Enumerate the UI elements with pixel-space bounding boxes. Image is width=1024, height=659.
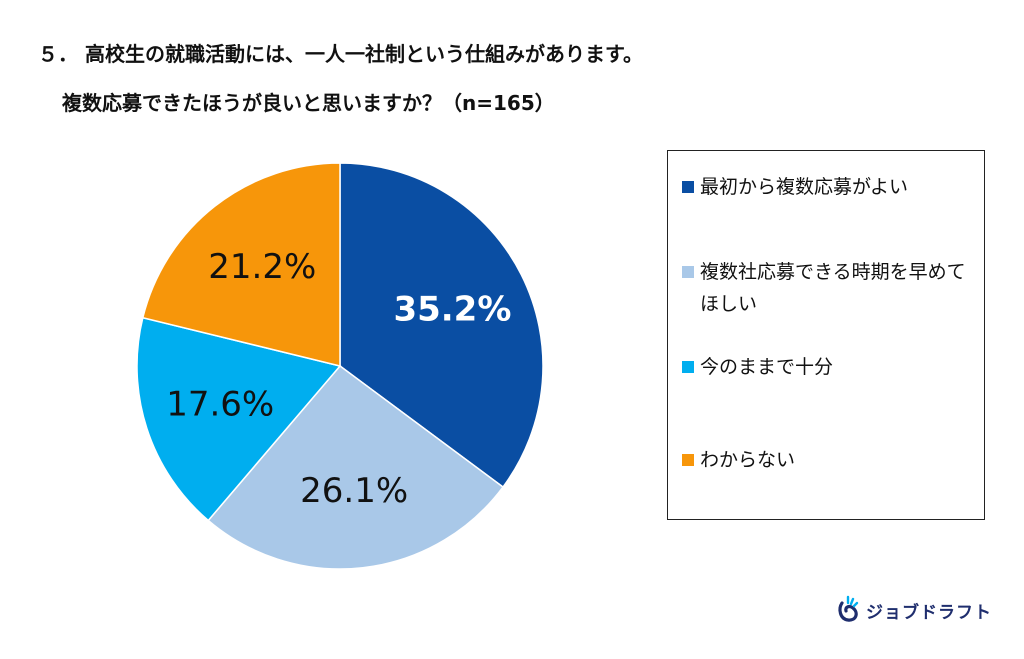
legend-swatch-3 (682, 361, 694, 373)
pie-slice-label-2: 26.1% (300, 471, 408, 511)
legend-swatch-1 (682, 181, 694, 193)
pie-slice-3 (136, 316, 342, 522)
jobdraft-logo: ジョブドラフト (836, 593, 992, 627)
pie-slice-label-1: 35.2% (393, 289, 511, 329)
legend-item-1: 最初から複数応募がよい (682, 171, 978, 203)
pie-slice-label-3: 17.6% (166, 385, 274, 425)
legend-item-2: 複数社応募できる時期を早めてほしい (682, 256, 978, 320)
legend-label-4: わからない (700, 449, 796, 471)
legend-label-1: 最初から複数応募がよい (700, 176, 909, 198)
logo-text: ジョブドラフト (866, 602, 992, 623)
chart-title-line-2: 複数応募できたほうが良いと思いますか？（n=165） (62, 91, 555, 115)
pie-slice-1 (339, 162, 544, 489)
chart-title-line-1: ５． 高校生の就職活動には、一人一社制という仕組みがあります。 (38, 42, 643, 66)
legend-swatch-4 (682, 454, 694, 466)
legend-item-4: わからない (682, 444, 978, 476)
legend-label-3: 今のままで十分 (700, 356, 834, 378)
pie-slice-2 (207, 364, 505, 570)
pie-slice-4 (141, 162, 341, 367)
legend-swatch-2 (682, 266, 694, 278)
pie-slice-label-4: 21.2% (208, 247, 316, 287)
jobdraft-logo-icon (836, 593, 862, 627)
legend-label-2: 複数社応募できる時期を早めてほしい (700, 261, 966, 315)
chart-legend: 最初から複数応募がよい 複数社応募できる時期を早めてほしい 今のままで十分 わか… (667, 150, 985, 520)
legend-item-3: 今のままで十分 (682, 351, 978, 383)
